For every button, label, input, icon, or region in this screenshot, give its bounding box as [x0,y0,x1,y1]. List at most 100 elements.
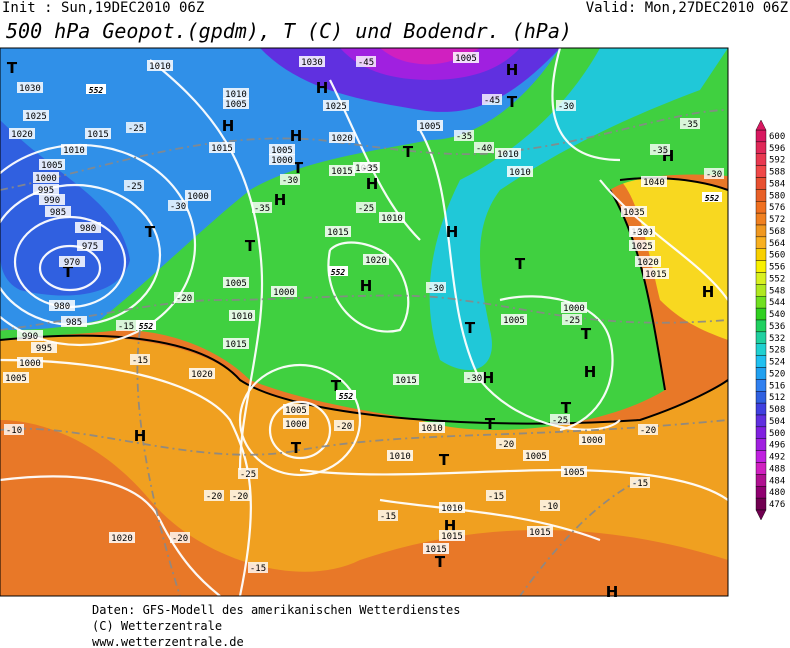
isotherm-label-box [550,414,570,425]
isotherm-label: -35 [456,132,472,142]
valid-time: Valid: Mon,27DEC2010 06Z [586,0,788,16]
isobar-label: 1005 [271,146,293,156]
isotherm-label-box [630,477,650,488]
footer-line: Daten: GFS-Modell des amerikanischen Wet… [92,603,460,617]
isobar-label-box [75,222,101,233]
isobar-label: 990 [22,332,38,342]
isotherm-label: -20 [640,426,656,436]
isobar-label-box [185,190,211,201]
isotherm-label-box [238,468,258,479]
isobar-label-box [17,82,43,93]
isobar-label: 1020 [331,134,353,144]
isobar-label: 1005 [225,279,247,289]
isotherm-label: -35 [652,146,668,156]
height-label-box [336,390,356,400]
isotherm-label-box [496,438,516,449]
isobar-label-box [39,194,65,205]
isobar-label-box [223,338,249,349]
isobar-label: 1000 [285,420,307,430]
colorbar-label: 492 [769,453,785,463]
pressure-center: T [63,263,74,281]
colorbar-label: 584 [769,179,785,189]
isotherm-label-box [486,490,506,501]
isobar-label-box [33,172,59,183]
height-label-box [328,266,348,276]
isotherm-label-box [252,202,272,213]
isotherm-label-box [704,168,724,179]
isobar-label: 1010 [441,504,463,514]
isobar-label-box [419,422,445,433]
isobar-label: 1020 [111,534,133,544]
colorbar-label: 580 [769,191,785,201]
isobar-label: 1005 [503,316,525,326]
isotherm-label-box [378,510,398,521]
colorbar-cell [755,379,767,392]
isotherm-label: -30 [558,102,574,112]
colorbar-cell [755,474,767,487]
isotherm-label: -25 [564,316,580,326]
isobar-label-box [223,98,249,109]
isobar-label-box [507,166,533,177]
isotherm-label: -35 [362,164,378,174]
colorbar-cell [755,402,767,416]
pressure-center: H [316,79,329,97]
isotherm-label-box [638,424,658,435]
isotherm-label-box [204,490,224,501]
isobar-label-box [17,330,43,341]
colorbar-cell [755,212,767,226]
isobar-label: 1000 [35,174,57,184]
isobar-label: 1000 [271,156,293,166]
isobar-label-box [561,466,587,477]
isobar-label: 1005 [455,54,477,64]
isobar-label: 1005 [41,161,63,171]
colorbar-cell [755,343,767,356]
colorbar-cell [755,284,767,297]
isobar-label: 1030 [19,84,41,94]
pressure-center: T [581,325,592,343]
pressure-center: T [291,439,302,457]
isobar-label: 1025 [25,112,47,122]
pressure-center: T [435,553,446,571]
isotherm-label-box [680,118,700,129]
isotherm-label-box [474,142,494,153]
colorbar-cell [755,450,767,463]
isobar-label: 1000 [563,304,585,314]
pressure-center: H [446,223,459,241]
isobar-label-box [379,212,405,223]
isotherm-label: -40 [476,144,492,154]
isotherm-label-box [454,130,474,141]
isobar-label: 1005 [225,100,247,110]
isotherm-label: -25 [358,204,374,214]
isobar-label: 1025 [631,242,653,252]
pressure-center: H [222,117,235,135]
isobar-label: 1000 [273,288,295,298]
isotherm-label: -20 [172,534,188,544]
isobar-label: 980 [80,224,96,234]
isotherm-label: -35 [254,204,270,214]
isotherm-label-box [360,162,380,173]
isobar-label-box [329,165,355,176]
height-label-box [702,192,722,202]
isobar-label: 1025 [325,102,347,112]
isotherm-label: -25 [128,124,144,134]
isobar-label-box [61,144,87,155]
isobar-label: 1015 [395,376,417,386]
isobar-label-box [387,450,413,461]
isobar-label: 1005 [285,406,307,416]
isotherm-label: -20 [176,294,192,304]
colorbar-label: 528 [769,346,785,356]
isobar-label-box [39,159,65,170]
isotherm-label: -25 [552,416,568,426]
pressure-center: H [274,191,287,209]
colorbar-cell [755,355,767,368]
isotherm-label: -30 [466,374,482,384]
isobar-label-box [453,52,479,63]
colorbar-label: 484 [769,476,785,486]
isobar-label-box [85,128,111,139]
isotherm-label-box [356,202,376,213]
colorbar-cell [755,331,767,344]
isotherm-label-box [126,122,146,133]
isobar-label-box [3,372,29,383]
